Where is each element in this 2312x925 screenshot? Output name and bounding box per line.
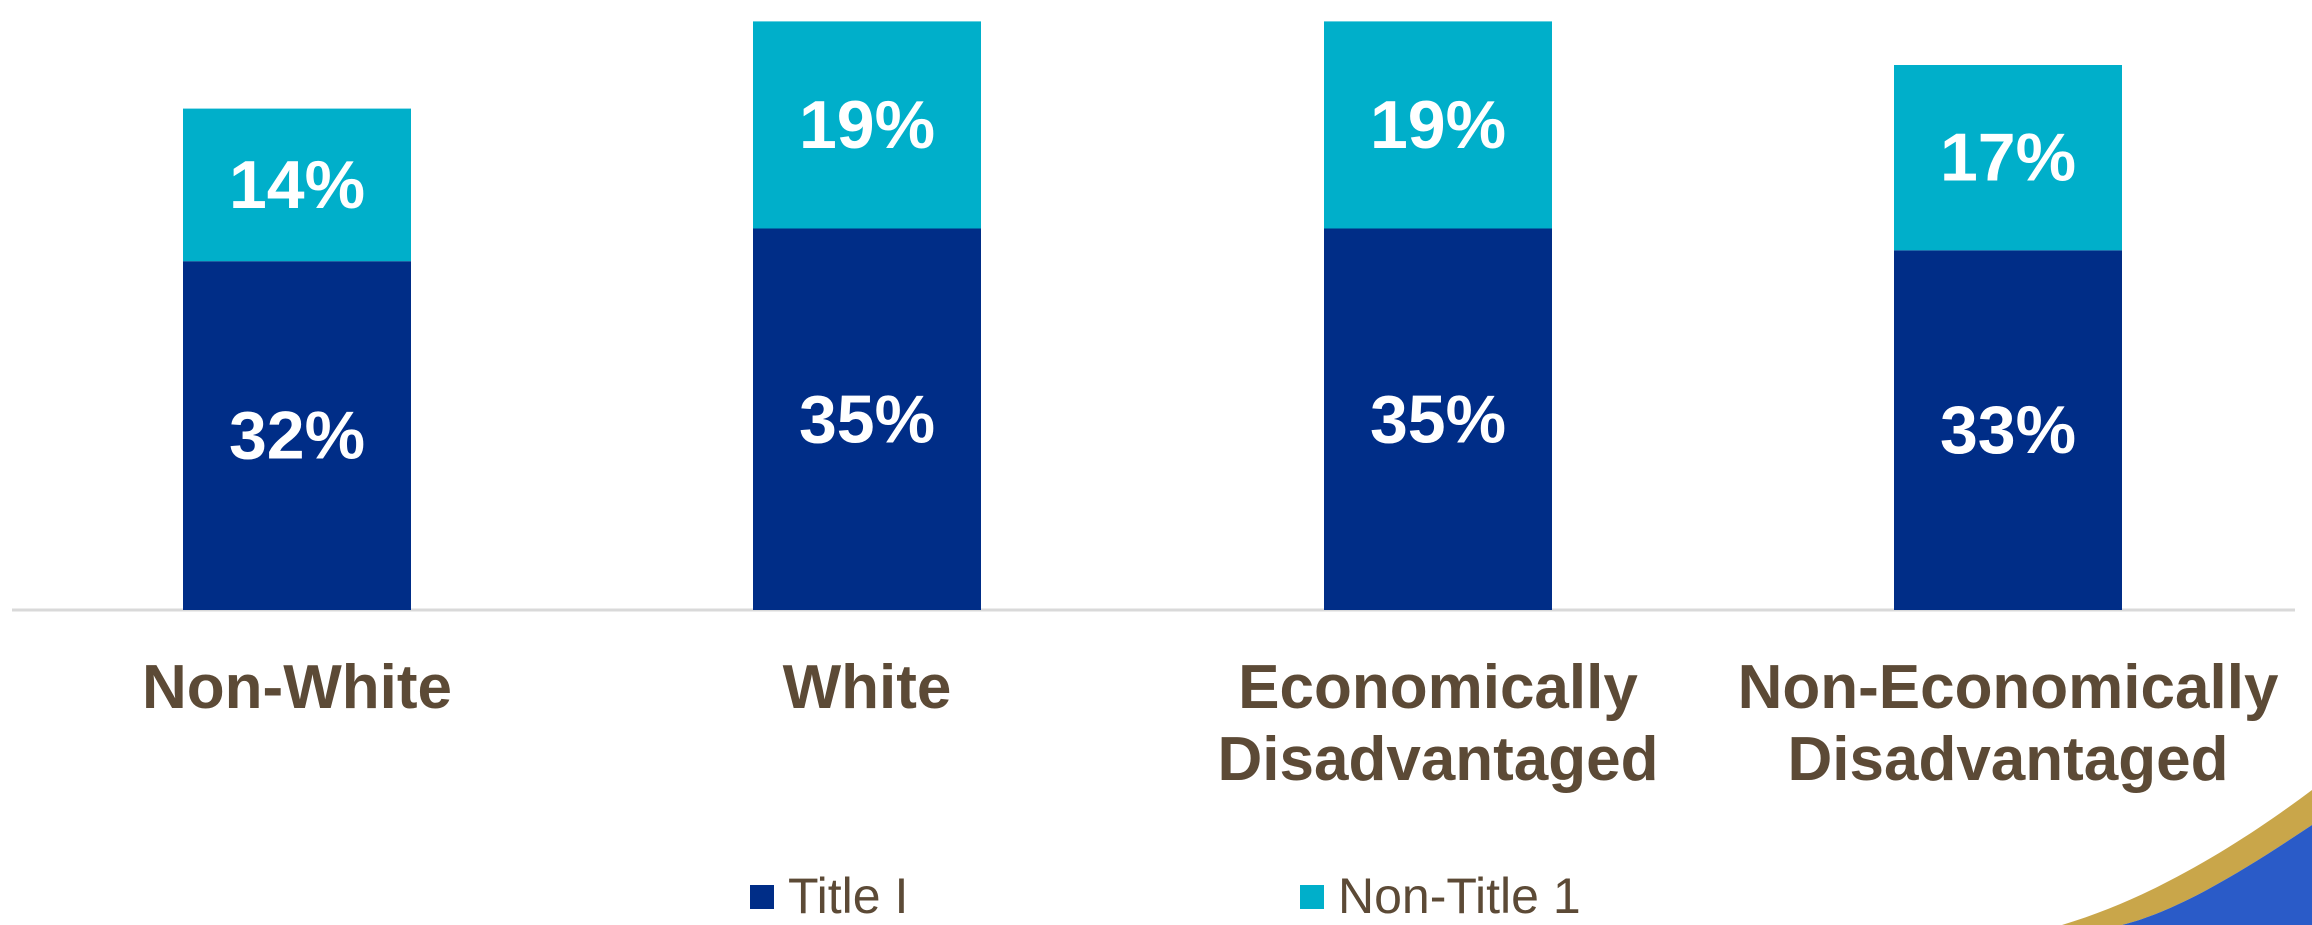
data-label-non-title-1-0: 14%	[229, 147, 365, 223]
blue-swoosh	[2122, 825, 2312, 925]
category-labels-layer: Non-White White EconomicallyDisadvantagedN…	[142, 653, 2279, 794]
bar-segment-non-title-1-2	[1324, 21, 1552, 229]
legend-item-non-title-1: Non-Title 1	[1300, 868, 1581, 925]
legend-swatch-title-i	[750, 884, 774, 909]
legend-label-non-title-1: Non-Title 1	[1338, 868, 1581, 924]
data-labels-layer: 32% 14% 35% 19% 35% 19% 33% 17%	[229, 87, 2076, 474]
category-label-2-line-0: Economically	[1238, 653, 1638, 722]
category-label-3-line-0: Non-Economically	[1738, 653, 2279, 722]
legend: Title I Non-Title 1	[0, 868, 2312, 925]
bar-segment-title-i-3	[1894, 250, 2122, 611]
corner-swoosh-decoration	[2062, 790, 2312, 925]
category-label-1-line-0: White	[783, 653, 952, 722]
data-label-title-i-2: 35%	[1370, 381, 1506, 457]
data-label-non-title-1-1: 19%	[799, 87, 935, 163]
bar-segment-non-title-1-1	[753, 21, 981, 229]
data-label-non-title-1-2: 19%	[1370, 87, 1506, 163]
gold-swoosh	[2062, 790, 2312, 925]
bar-segment-title-i-2	[1324, 228, 1552, 610]
data-label-non-title-1-3: 17%	[1940, 120, 2076, 196]
category-label-2-line-1: Disadvantaged	[1217, 725, 1658, 794]
bar-segment-non-title-1-3	[1894, 65, 2122, 251]
data-label-title-i-3: 33%	[1940, 392, 2076, 468]
bars-layer	[183, 21, 2122, 611]
legend-item-title-i: Title I	[750, 868, 908, 925]
legend-label-title-i: Title I	[788, 868, 909, 924]
bar-segment-title-i-1	[753, 228, 981, 610]
category-label-0-line-0: Non-White	[142, 653, 452, 722]
data-label-title-i-0: 32%	[229, 398, 365, 474]
bar-segment-title-i-0	[183, 261, 411, 610]
bar-segment-non-title-1-0	[183, 108, 411, 262]
legend-swatch-non-title-1	[1300, 884, 1324, 909]
category-label-3-line-1: Disadvantaged	[1787, 725, 2228, 794]
data-label-title-i-1: 35%	[799, 381, 935, 457]
